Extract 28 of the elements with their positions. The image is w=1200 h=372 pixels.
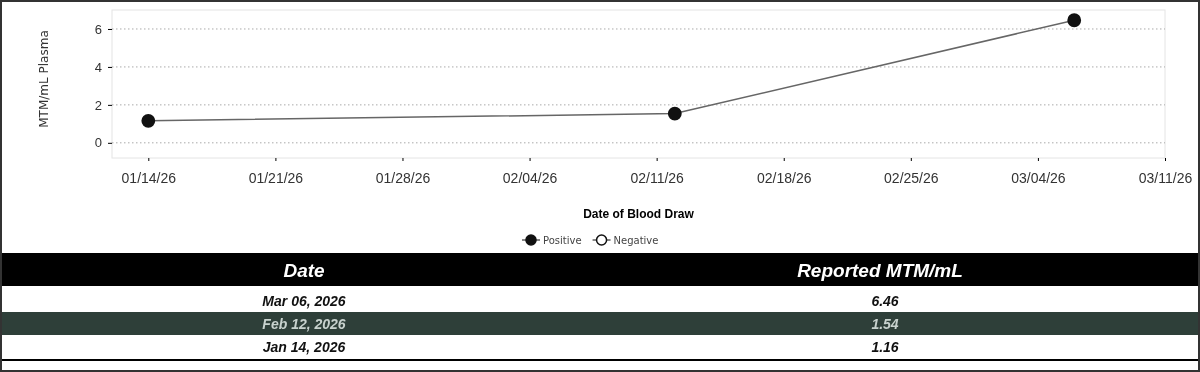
text: Date (283, 260, 326, 281)
x-tick-label: 02/25/26 (884, 169, 939, 186)
data-label: 1.54 (871, 316, 899, 332)
data-label: 6.46 (871, 293, 899, 309)
category-label: Mar 06, 2026 (262, 293, 346, 309)
point (141, 113, 156, 128)
data-label: 1.16 (871, 339, 899, 355)
x-tick-label: 03/11/26 (1138, 169, 1193, 186)
x-tick-label: 02/11/26 (630, 169, 685, 186)
text: Reported MTM/mL (797, 260, 963, 281)
y-tick-label: 4 (94, 59, 102, 75)
point (1067, 13, 1082, 28)
x-tick-label: 01/21/26 (248, 169, 304, 186)
point (667, 106, 682, 121)
x-tick-label: 02/18/26 (756, 169, 812, 186)
legend-label: Negative (613, 235, 659, 246)
category-label: Feb 12, 2026 (262, 316, 346, 332)
legend-label: Positive (543, 235, 582, 246)
x-tick-label: 01/28/26 (375, 169, 431, 186)
y-tick-label: 0 (94, 135, 102, 151)
x-tick-label: 01/14/26 (121, 169, 177, 186)
y-tick-label: 2 (94, 97, 102, 113)
x-axis-title: Date of Blood Draw (583, 207, 695, 221)
y-tick-label: 6 (94, 21, 102, 37)
category-label: Jan 14, 2026 (262, 339, 346, 355)
x-tick-label: 02/04/26 (502, 169, 558, 186)
x-tick-label: 03/04/26 (1011, 169, 1066, 186)
y-axis-title: MTM/mL Plasma (37, 30, 51, 128)
